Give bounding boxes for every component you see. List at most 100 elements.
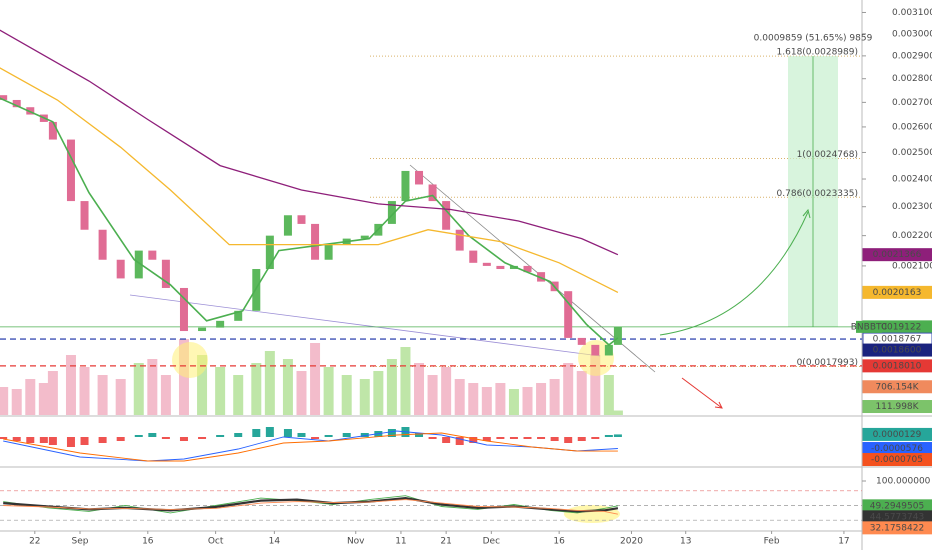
volume-bar (341, 375, 352, 415)
volume-bar (115, 379, 126, 415)
candle (134, 250, 143, 279)
rsi-line (3, 499, 618, 515)
volume-bar (79, 367, 90, 415)
macd-bar (324, 435, 333, 437)
volume-label-box (862, 400, 932, 414)
fib-label: 1(0.0024768) (797, 150, 858, 160)
macd-bar (550, 437, 559, 441)
x-tick-label: Sep (72, 537, 89, 547)
macd-bar (12, 437, 21, 441)
macd-bar (311, 437, 320, 439)
volume-bar (215, 367, 226, 415)
candle (523, 265, 532, 273)
macd-bar (26, 437, 35, 443)
macd-bar (428, 437, 437, 439)
arrow-head (802, 208, 811, 219)
x-tick-label: Dec (483, 537, 500, 547)
candle (387, 201, 396, 224)
y-tick-label: 0.0025000 (892, 148, 932, 158)
x-tick-label: 14 (269, 537, 281, 547)
volume-bar (373, 371, 384, 415)
x-tick-label: Nov (347, 537, 365, 547)
volume-bar (386, 359, 397, 415)
candle (564, 291, 573, 338)
volume-bar (549, 379, 560, 415)
candle (283, 215, 292, 236)
volume-bar (47, 371, 58, 415)
macd-bar (442, 437, 451, 443)
candle (577, 337, 586, 345)
candle (216, 320, 225, 328)
rsi-label: 32.1758422 (870, 523, 924, 533)
volume-bar (38, 383, 49, 415)
volume-bar (400, 347, 411, 415)
y-tick-label: 0.0023000 (892, 202, 932, 212)
macd-bar (39, 437, 48, 443)
volume-bar (310, 343, 321, 415)
macd-bar (80, 437, 89, 445)
volume-bar (441, 367, 452, 415)
macd-line (3, 432, 618, 462)
measure-label: 0.0009859 (51.65%) 9859 (754, 34, 873, 44)
macd-bar (98, 437, 107, 443)
y-tick-label: 0.0027000 (892, 98, 932, 108)
candle (234, 310, 243, 321)
rsi-label: 44.5773743 (870, 512, 924, 522)
macd-bar (297, 433, 306, 437)
macd-bar (234, 433, 243, 437)
macd-bar (613, 434, 622, 437)
macd-label-box (862, 453, 932, 467)
symbol-label: BNBBTC (851, 322, 888, 332)
macd-bar (148, 433, 157, 437)
volume-bar (563, 363, 574, 415)
moving-average (0, 29, 619, 256)
candle (482, 262, 491, 266)
candle (469, 250, 478, 263)
y-tick-label: 0.0031000 (892, 8, 932, 18)
macd-bar (360, 433, 369, 437)
candle (613, 326, 622, 345)
macd-label: -0.0000576 (871, 444, 923, 454)
ma-price-label-box (862, 285, 932, 299)
volume-bar (495, 383, 506, 415)
volume-bar (522, 387, 533, 415)
macd-bar (415, 433, 424, 437)
moving-average (0, 97, 619, 346)
volume-bar (160, 375, 171, 415)
volume-bar (147, 359, 158, 415)
y-tick-label: 100.000000 (876, 477, 931, 487)
macd-bar (0, 437, 8, 439)
volume-ma-label-box (862, 380, 932, 394)
volume-bar (25, 379, 36, 415)
arrow-head (714, 401, 723, 409)
rsi-label-box (862, 521, 932, 535)
y-tick-label: 0.0026000 (892, 122, 932, 132)
macd-label: 0.0000129 (873, 430, 922, 440)
x-tick-label: Feb (764, 537, 780, 547)
macd-bar (216, 435, 225, 437)
candle (297, 215, 306, 224)
macd-bar (455, 437, 464, 445)
volume-bar (65, 355, 76, 415)
volume-bar (481, 387, 492, 415)
candle (428, 184, 437, 202)
candle (48, 121, 57, 140)
candle (98, 229, 107, 260)
rsi-label: 49.2949505 (870, 501, 924, 511)
macd-bar (591, 437, 600, 439)
y-tick-label: 0.0029000 (892, 51, 932, 61)
volume-bar (97, 375, 108, 415)
ma-price-label: 0.0020163 (873, 288, 922, 298)
volume-bar (251, 363, 262, 415)
x-tick-label: 22 (29, 537, 40, 547)
candle (509, 265, 518, 270)
candle (604, 344, 613, 356)
price-label: 0.0018010 (873, 361, 922, 371)
macd-bar (577, 437, 586, 441)
macd-bar (537, 437, 546, 439)
macd-bar (469, 437, 478, 443)
y-tick-label: 0.0030000 (892, 29, 932, 39)
candle (442, 201, 451, 230)
macd-bar (161, 437, 170, 439)
volume-bar (359, 379, 370, 415)
